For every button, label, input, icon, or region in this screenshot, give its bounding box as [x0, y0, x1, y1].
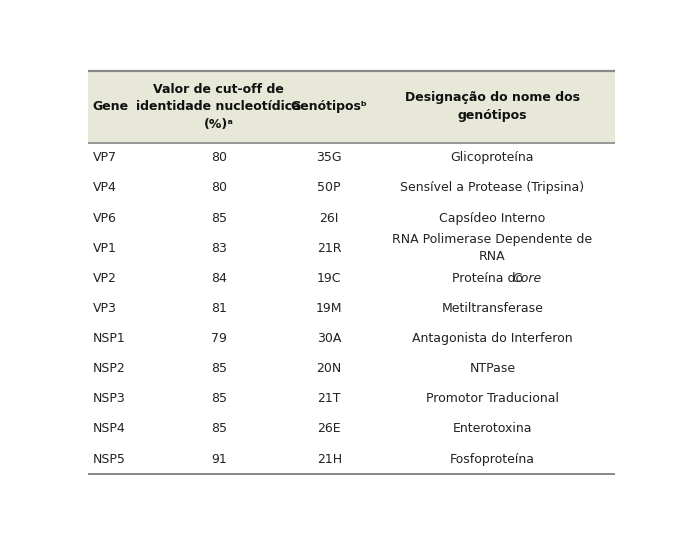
- Text: 80: 80: [211, 151, 226, 165]
- Text: Metiltransferase: Metiltransferase: [441, 302, 543, 315]
- Text: VP3: VP3: [93, 302, 117, 315]
- Text: 81: 81: [211, 302, 226, 315]
- Text: NSP5: NSP5: [93, 452, 126, 466]
- Text: 85: 85: [211, 392, 226, 405]
- Text: Gene: Gene: [93, 100, 129, 113]
- Text: 35G: 35G: [316, 151, 342, 165]
- Text: 83: 83: [211, 242, 226, 255]
- Text: 85: 85: [211, 422, 226, 435]
- Text: 91: 91: [211, 452, 226, 466]
- Text: VP4: VP4: [93, 181, 117, 195]
- Text: 19C: 19C: [317, 272, 342, 285]
- Text: Enterotoxina: Enterotoxina: [453, 422, 532, 435]
- Text: NSP1: NSP1: [93, 332, 126, 345]
- Text: Designação do nome dos
genótipos: Designação do nome dos genótipos: [405, 91, 580, 122]
- Text: Glicoproteína: Glicoproteína: [451, 151, 534, 165]
- Text: 19M: 19M: [316, 302, 342, 315]
- Text: Capsídeo Interno: Capsídeo Interno: [439, 212, 545, 225]
- Text: Proteína do: Proteína do: [452, 272, 528, 285]
- Text: 21R: 21R: [317, 242, 342, 255]
- Text: 50P: 50P: [318, 181, 341, 195]
- Text: 21T: 21T: [318, 392, 341, 405]
- Text: 80: 80: [211, 181, 226, 195]
- Text: NTPase: NTPase: [469, 362, 515, 375]
- Text: NSP4: NSP4: [93, 422, 126, 435]
- Text: Sensível a Protease (Tripsina): Sensível a Protease (Tripsina): [401, 181, 584, 195]
- Text: Valor de cut-off de
identidade nucleotídica
(%)ᵃ: Valor de cut-off de identidade nucleotíd…: [137, 83, 301, 131]
- Text: 84: 84: [211, 272, 226, 285]
- Text: 85: 85: [211, 362, 226, 375]
- Text: VP1: VP1: [93, 242, 117, 255]
- Text: Antagonista do Interferon: Antagonista do Interferon: [412, 332, 573, 345]
- Text: VP7: VP7: [93, 151, 117, 165]
- Text: VP2: VP2: [93, 272, 117, 285]
- Text: 85: 85: [211, 212, 226, 225]
- Text: Genótiposᵇ: Genótiposᵇ: [291, 100, 368, 113]
- Text: 30A: 30A: [317, 332, 342, 345]
- Text: 26I: 26I: [320, 212, 339, 225]
- Text: 20N: 20N: [316, 362, 342, 375]
- Text: NSP2: NSP2: [93, 362, 126, 375]
- Text: Fosfoproteína: Fosfoproteína: [450, 452, 535, 466]
- Text: VP6: VP6: [93, 212, 117, 225]
- Bar: [88, 71, 615, 143]
- Text: 26E: 26E: [318, 422, 341, 435]
- Text: RNA Polimerase Dependente de
RNA: RNA Polimerase Dependente de RNA: [392, 234, 593, 263]
- Text: Promotor Traducional: Promotor Traducional: [426, 392, 559, 405]
- Text: 79: 79: [211, 332, 226, 345]
- Text: 21H: 21H: [317, 452, 342, 466]
- Text: NSP3: NSP3: [93, 392, 126, 405]
- Text: Core: Core: [512, 272, 542, 285]
